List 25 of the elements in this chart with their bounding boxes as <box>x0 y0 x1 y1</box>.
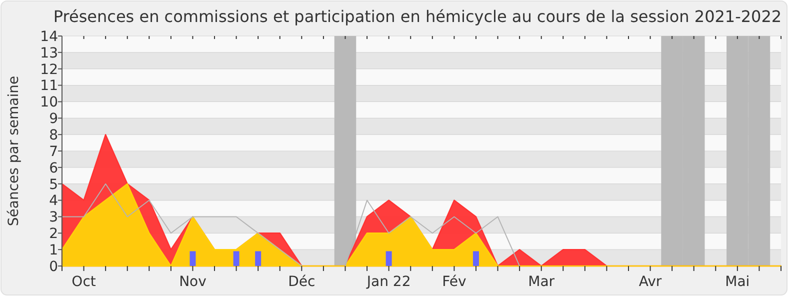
y-tick-label: 0 <box>49 258 58 275</box>
x-tick-label: Fév <box>442 274 466 290</box>
y-tick-label: 7 <box>49 144 58 160</box>
x-tick-label: Jan 22 <box>366 274 411 290</box>
y-tick-label: 9 <box>49 111 58 128</box>
y-tick-label: 8 <box>49 127 58 144</box>
y-tick-label: 5 <box>49 176 58 193</box>
y-tick-label: 13 <box>40 45 58 62</box>
x-tick-label: Nov <box>179 274 206 290</box>
x-tick-label: Mar <box>528 274 555 290</box>
y-tick-label: 6 <box>49 160 58 176</box>
y-tick-label: 4 <box>49 193 58 210</box>
x-tick-label: Oct <box>72 274 96 290</box>
chart-title: Présences en commissions et participation en hémicycle au cours de la session 2021-2022 <box>53 7 782 26</box>
x-tick-label: Mai <box>725 274 750 290</box>
y-tick-label: 12 <box>40 62 58 78</box>
y-axis-title: Séances par semaine <box>6 76 22 226</box>
y-tick-label: 14 <box>40 28 58 45</box>
y-tick-label: 3 <box>49 210 58 226</box>
y-tick-label: 2 <box>49 226 58 242</box>
x-tick-label: Avr <box>638 274 662 290</box>
y-tick-label: 1 <box>49 242 58 258</box>
x-tick-label: Déc <box>288 274 316 290</box>
y-tick-label: 11 <box>40 78 58 94</box>
y-tick-label: 10 <box>40 94 58 111</box>
